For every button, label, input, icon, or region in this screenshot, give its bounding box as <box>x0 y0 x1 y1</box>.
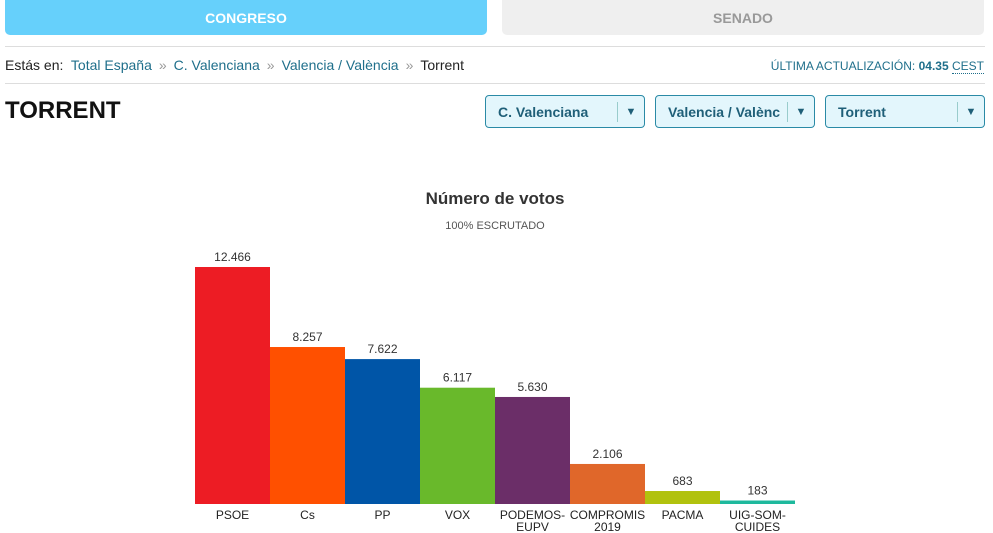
bar-4 <box>495 396 570 504</box>
data-label: 8.257 <box>292 330 322 344</box>
data-label: 683 <box>672 474 692 488</box>
breadcrumb-current: Torrent <box>420 57 464 73</box>
bar-3 <box>420 387 495 504</box>
data-label: 5.630 <box>517 380 547 394</box>
chart-title: Número de votos <box>426 189 565 208</box>
data-label: 12.466 <box>214 250 251 264</box>
data-label: 6.117 <box>443 371 472 385</box>
category-label: CUIDES <box>735 520 780 533</box>
category-label: PACMA <box>662 508 704 522</box>
category-label: Cs <box>300 508 315 522</box>
select-municipality[interactable]: Torrent ▼ <box>825 95 985 128</box>
select-community[interactable]: C. Valenciana ▼ <box>485 95 645 128</box>
select-value: Valencia / Valènc <box>668 103 781 120</box>
category-label: EUPV <box>516 520 549 533</box>
last-update: ÚLTIMA ACTUALIZACIÓN: 04.35 CEST <box>770 59 984 74</box>
bar-2 <box>345 359 420 504</box>
breadcrumb: Estás en: Total España » C. Valenciana » Val… <box>5 57 464 73</box>
update-zone: CEST <box>951 59 984 74</box>
data-label: 7.622 <box>367 342 397 356</box>
category-label: PODEMOS- <box>500 508 565 522</box>
bar-5 <box>570 463 645 504</box>
breadcrumb-valencia[interactable]: Valencia / València <box>281 57 399 73</box>
category-label: VOX <box>445 508 470 522</box>
divider <box>5 83 985 84</box>
bar-0 <box>195 267 270 504</box>
chart-subtitle: 100% ESCRUTADO <box>445 220 545 232</box>
bar-6 <box>645 491 720 504</box>
update-time: 04.35 <box>918 59 949 73</box>
category-label: COMPROMIS <box>570 508 645 522</box>
data-label: 183 <box>747 484 767 498</box>
select-value: C. Valenciana <box>498 103 589 120</box>
breadcrumb-separator: » <box>405 57 414 73</box>
divider <box>5 46 985 47</box>
bar-7 <box>720 500 795 504</box>
bar-1 <box>270 347 345 504</box>
chevron-down-icon: ▼ <box>617 102 644 122</box>
chevron-down-icon: ▼ <box>787 102 814 122</box>
update-label: ÚLTIMA ACTUALIZACIÓN: <box>770 59 916 73</box>
page-title: TORRENT <box>5 97 121 124</box>
tab-congreso[interactable]: CONGRESO <box>5 0 487 35</box>
data-label: 2.106 <box>592 447 622 461</box>
select-value: Torrent <box>838 103 886 120</box>
chevron-down-icon: ▼ <box>957 102 984 122</box>
tab-senado[interactable]: SENADO <box>502 0 984 35</box>
category-label: UIG-SOM- <box>729 508 786 522</box>
category-label: PSOE <box>216 508 249 522</box>
breadcrumb-separator: » <box>158 57 167 73</box>
select-province[interactable]: Valencia / Valènc ▼ <box>655 95 815 128</box>
category-label: 2019 <box>594 520 621 533</box>
breadcrumb-separator: » <box>266 57 275 73</box>
breadcrumb-prefix: Estás en: <box>5 57 64 73</box>
breadcrumb-c-valenciana[interactable]: C. Valenciana <box>173 57 260 73</box>
breadcrumb-total-espana[interactable]: Total España <box>70 57 152 73</box>
category-label: PP <box>374 508 390 522</box>
